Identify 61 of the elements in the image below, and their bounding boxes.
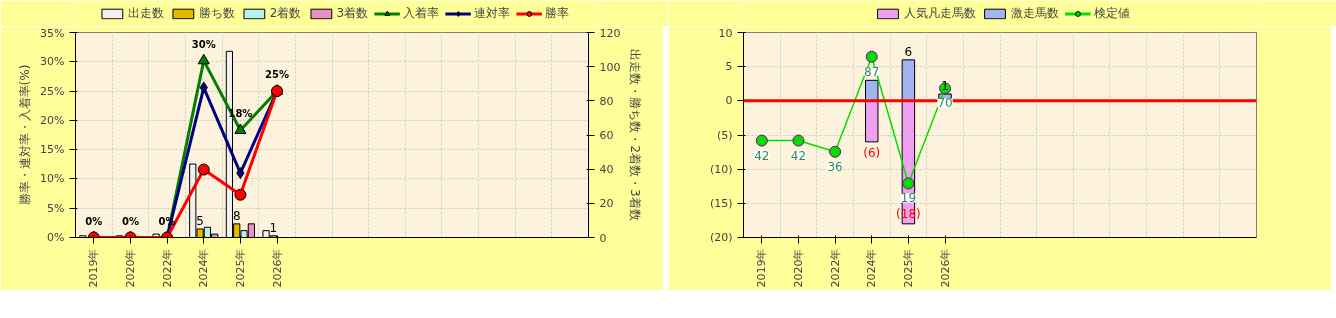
x-tick-label: 2020年 [791,248,805,288]
y-tick-label: (10) [709,162,733,176]
data-label: 70 [937,96,953,111]
y-tick-label: (5) [716,128,733,142]
data-label: 42 [790,148,807,163]
legend-label: 連対率 [474,4,511,22]
data-label: 5 [196,213,204,228]
x-tick-label: 2019年 [87,248,101,288]
y-tick-label: 20% [40,113,65,127]
y-tick-label: 10% [40,172,65,186]
y2-tick-label: 20 [599,197,614,211]
x-tick-label: 2019年 [755,248,769,288]
y-tick-label: (20) [709,231,733,244]
y-tick-label: 5% [47,201,65,215]
y2-tick-label: 60 [599,129,614,142]
data-label: 87 [864,64,880,79]
data-label: 42 [754,148,770,163]
data-label: 0% [85,215,103,227]
legend-label: 検定値 [1093,4,1130,22]
y-tick-label: 10 [718,26,733,40]
data-label: 30% [191,38,216,50]
y2-tick-label: 120 [599,26,621,40]
data-label: 19 [900,191,917,206]
x-tick-label: 2024年 [865,248,879,288]
y-axis-title: 勝率・連対率・入着率(%) [18,64,33,206]
legend-label: 3着数 [336,4,369,22]
data-label: (6) [863,145,881,160]
legend-label: 人気凡走馬数 [903,4,976,22]
x-tick-label: 2024年 [197,248,211,288]
y2-tick-label: 80 [599,94,614,108]
y2-tick-label: 100 [599,60,621,74]
y-tick-label: 30% [40,55,65,69]
y2-tick-label: 40 [599,163,614,177]
data-label: 6 [904,44,913,59]
data-label: 8 [232,208,241,223]
data-label: 36 [827,159,843,174]
data-label: 0% [121,215,139,227]
y-tick-label: 15% [40,143,65,157]
legend-label: 勝ち数 [198,4,235,22]
y-tick-label: (15) [709,196,733,210]
x-tick-label: 2022年 [160,248,174,288]
y-tick-label: 25% [40,84,65,98]
legend-label: 2着数 [269,4,302,22]
y-tick-label: 35% [40,26,65,40]
x-tick-label: 2025年 [233,248,247,288]
y-tick-label: 0% [47,231,65,244]
x-tick-label: 2026年 [270,248,284,288]
data-label: 25% [265,69,290,81]
legend-label: 激走馬数 [1010,4,1059,22]
x-tick-label: 2020年 [123,248,137,288]
legend-label: 勝率 [545,4,570,22]
y-tick-label: 5 [725,60,733,74]
y2-tick-label: 0 [599,231,607,245]
legend-label: 入着率 [403,4,440,22]
x-tick-label: 2022年 [828,248,842,288]
x-tick-label: 2026年 [938,248,952,288]
y2-axis-title: 出走数・勝ち数・2着数・3着数 [628,49,643,221]
data-label: 1 [269,220,278,235]
y-tick-label: 0 [725,94,733,108]
legend-label: 出走数 [127,4,164,22]
x-tick-label: 2025年 [901,248,915,288]
